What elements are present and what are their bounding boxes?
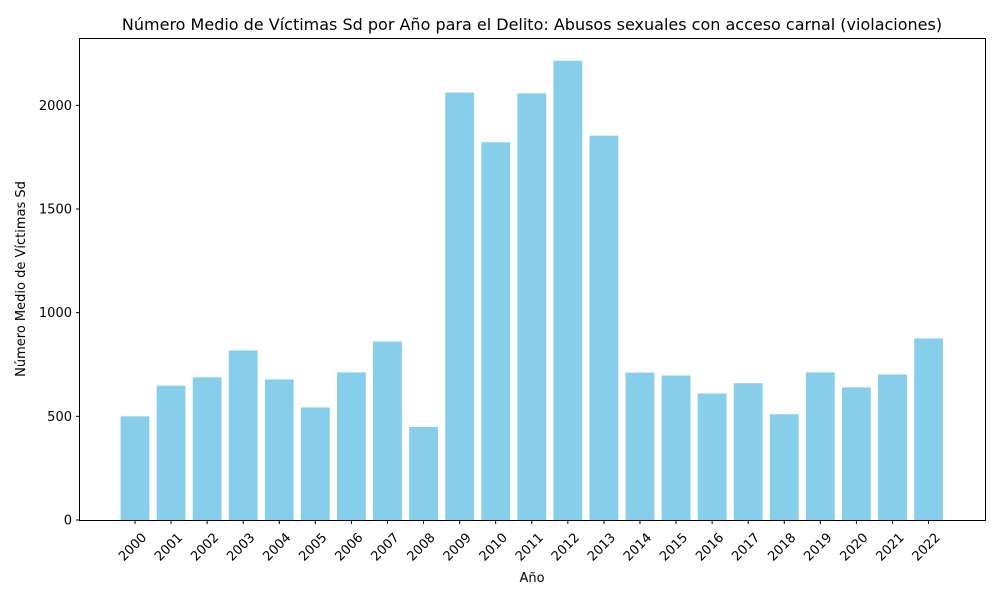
bar xyxy=(373,341,402,520)
bar xyxy=(733,383,763,520)
x-tick-label: 2014 xyxy=(621,530,655,564)
bar xyxy=(661,375,691,520)
y-tick-label: 1000 xyxy=(39,306,72,321)
bar xyxy=(589,135,619,521)
bar xyxy=(805,372,835,520)
x-tick-label: 2017 xyxy=(729,530,763,564)
x-axis-label: Año xyxy=(519,571,544,586)
bar xyxy=(228,350,258,520)
bar xyxy=(445,92,475,520)
y-axis: 0 500 1000 1500 2000 xyxy=(39,99,80,529)
bar xyxy=(481,142,511,521)
bar xyxy=(697,393,727,520)
bar xyxy=(156,385,186,520)
bar xyxy=(120,416,150,520)
bar xyxy=(192,377,222,520)
bar xyxy=(553,60,583,521)
x-tick-label: 2008 xyxy=(405,530,439,564)
x-tick-label: 2009 xyxy=(441,530,475,564)
y-tick-label: 2000 xyxy=(39,99,72,114)
bar xyxy=(264,379,294,520)
x-tick-label: 2000 xyxy=(116,530,150,564)
x-tick-label: 2015 xyxy=(657,530,691,564)
x-tick-label: 2022 xyxy=(910,530,944,564)
x-tick-label: 2021 xyxy=(874,530,908,564)
x-tick-label: 2001 xyxy=(152,530,186,564)
bar xyxy=(300,407,330,520)
bar xyxy=(409,426,438,520)
x-tick-label: 2004 xyxy=(260,530,294,564)
x-tick-label: 2020 xyxy=(837,530,871,564)
bar xyxy=(517,93,547,520)
bar xyxy=(769,414,799,520)
x-tick-label: 2018 xyxy=(765,530,799,564)
bar xyxy=(842,387,871,520)
x-tick-label: 2007 xyxy=(369,530,403,564)
y-tick-label: 500 xyxy=(47,410,72,425)
x-tick-label: 2019 xyxy=(801,530,835,564)
x-axis: 2000 2001 2002 2003 2004 2005 2006 2007 2008 2009… xyxy=(116,520,944,564)
y-tick-label: 1500 xyxy=(39,203,72,218)
x-tick-label: 2006 xyxy=(332,530,366,564)
plot-frame xyxy=(79,38,986,521)
x-tick-label: 2003 xyxy=(224,530,258,564)
x-tick-label: 2005 xyxy=(296,530,330,564)
bar xyxy=(337,372,366,520)
bars-layer xyxy=(120,60,943,521)
x-tick-label: 2011 xyxy=(513,530,547,564)
x-tick-label: 2012 xyxy=(549,530,583,564)
x-tick-label: 2002 xyxy=(188,530,222,564)
y-axis-label: Número Medio de Víctimas Sd xyxy=(14,181,29,377)
bar xyxy=(914,338,943,520)
y-tick-label: 0 xyxy=(64,514,72,529)
bar xyxy=(625,372,655,520)
x-tick-label: 2013 xyxy=(585,530,619,564)
bar xyxy=(878,374,907,520)
x-tick-label: 2016 xyxy=(693,530,727,564)
chart-title: Número Medio de Víctimas Sd por Año para… xyxy=(122,15,942,34)
x-tick-label: 2010 xyxy=(477,530,511,564)
